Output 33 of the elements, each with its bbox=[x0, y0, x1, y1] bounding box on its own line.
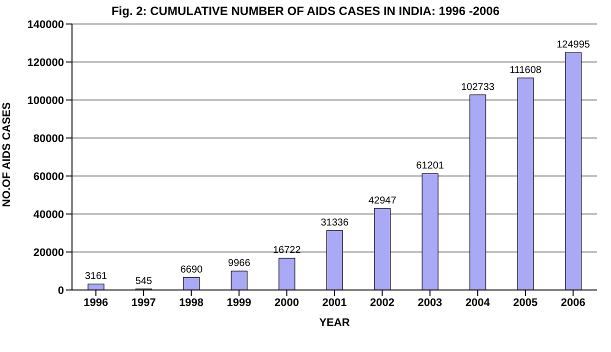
y-tick-label: 80000 bbox=[33, 132, 64, 145]
y-tick-label: 140000 bbox=[27, 18, 64, 31]
x-tick-label: 2005 bbox=[513, 296, 538, 309]
y-tick-label: 40000 bbox=[33, 208, 64, 221]
x-tick-label: 2000 bbox=[274, 296, 300, 309]
x-tick-label: 2003 bbox=[418, 296, 442, 309]
chart-title: Fig. 2: CUMULATIVE NUMBER OF AIDS CASES IN INDIA: 1996 -2006 bbox=[110, 4, 501, 18]
x-tick-label: 2004 bbox=[465, 296, 491, 309]
y-tick-label: 60000 bbox=[33, 170, 64, 183]
y-tick-label: 20000 bbox=[33, 246, 64, 259]
y-tick-label: 0 bbox=[58, 284, 64, 297]
data-label: 3161 bbox=[84, 270, 108, 282]
y-axis-title: NO.OF AIDS CASES bbox=[0, 102, 13, 207]
data-label: 6690 bbox=[180, 264, 204, 276]
x-tick-label: 2006 bbox=[560, 296, 586, 309]
data-label: 16722 bbox=[273, 245, 302, 256]
data-label: 9966 bbox=[228, 258, 251, 270]
y-tick-label: 100000 bbox=[27, 94, 64, 107]
data-label: 31336 bbox=[320, 217, 349, 228]
data-label: 42947 bbox=[368, 195, 397, 206]
x-tick-label: 1999 bbox=[226, 296, 252, 309]
x-tick-label: 2002 bbox=[370, 296, 394, 309]
x-tick-label: 2001 bbox=[322, 296, 347, 309]
y-tick-label: 120000 bbox=[27, 56, 64, 69]
x-axis-title: YEAR bbox=[319, 317, 350, 329]
data-label: 111608 bbox=[510, 64, 542, 76]
data-label: 102733 bbox=[461, 82, 495, 93]
data-label: 124995 bbox=[556, 40, 590, 51]
x-tick-label: 1998 bbox=[179, 296, 204, 309]
data-label: 545 bbox=[135, 276, 153, 287]
x-tick-label: 1996 bbox=[84, 296, 108, 309]
x-tick-label: 1997 bbox=[131, 296, 156, 309]
data-label: 61201 bbox=[416, 160, 444, 172]
